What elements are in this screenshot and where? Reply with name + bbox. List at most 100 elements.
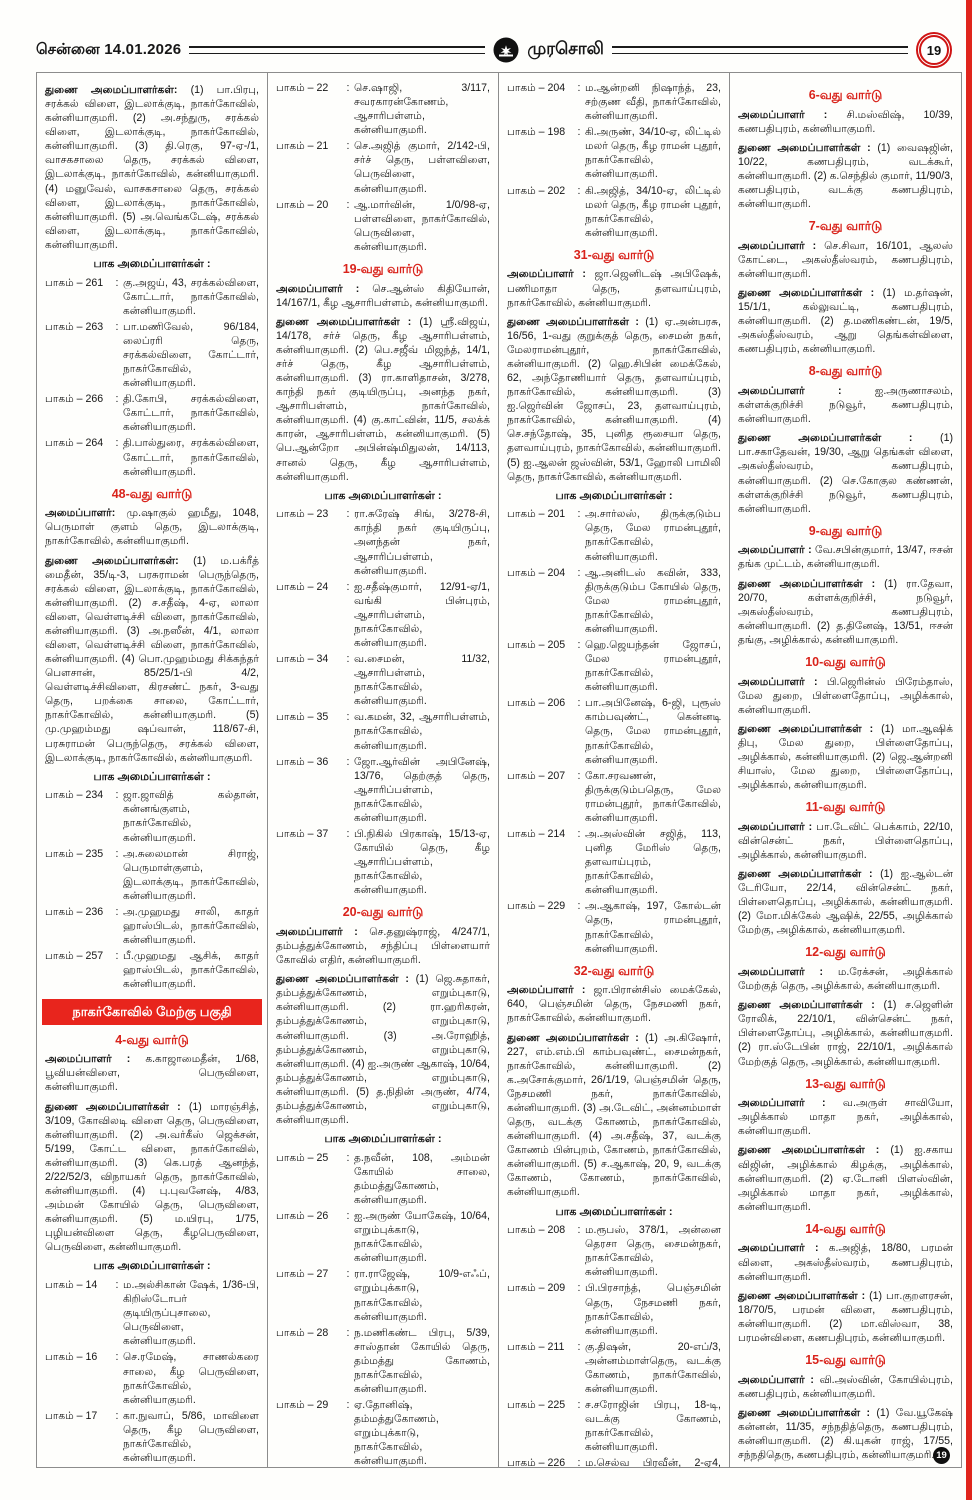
part-label: பாகம் – 202 — [507, 184, 566, 197]
paragraph-lead: அமைப்பாளர் : — [738, 1373, 820, 1386]
part-row: பாகம் – 206: பா.அபினேஷ், 6-ஜி, புரூஸ் காம… — [507, 696, 721, 766]
part-row: பாகம் – 204: ம.ஆன்றனி நிஷாந்த், 23, சற்கு… — [507, 81, 721, 123]
part-text: கு.திஷன், 20-எப்/3, அன்னம்மாள்தெரு, வடக்… — [585, 1340, 721, 1395]
part-label: பாகம் – 34 — [276, 653, 329, 666]
deputy-organizers-paragraph: துணை அமைப்பாளர்கள்: (1) பா.பிரபு, சரக்கல… — [45, 84, 259, 251]
part-colon: : — [577, 697, 581, 710]
part-row: பாகம் – 21: செ.அஜித் குமார், 2/142-பி, சர… — [276, 139, 490, 195]
part-text: பி.நிகில் பிரகாஷ், 15/13-ஏ, கோயில் தெரு,… — [354, 828, 490, 897]
paragraph-lead: துணை அமைப்பாளர்கள் : — [738, 141, 878, 154]
part-row: பாகம் – 264: தி.பால்துரை, சரக்கல்விளை, கோ… — [45, 436, 259, 478]
paragraph-lead: துணை அமைப்பாளர்கள் : — [276, 973, 416, 986]
part-colon: : — [577, 1282, 581, 1295]
ward-heading: 8-வது வார்டு — [808, 364, 883, 379]
part-text: பீ.முஹமது ஆசிக், காதர் ஹாஸ்பிடல், நாகர்க… — [123, 950, 259, 991]
part-colon: : — [115, 1351, 119, 1364]
part-label: பாகம் – 208 — [507, 1224, 566, 1237]
part-colon: : — [346, 580, 350, 593]
part-text: ம.ஆன்றனி நிஷாந்த், 23, சற்குண வீதி, நாகர… — [585, 82, 721, 123]
deputy-organizers-paragraph: துணை அமைப்பாளர்கள் : (1) ஐ.சகாய விஜின், … — [738, 1144, 953, 1213]
part-text: பா.அபினேஷ், 6-ஜி, புரூஸ் காம்பவுண்ட், கெ… — [585, 697, 721, 766]
part-colon: : — [346, 140, 350, 153]
part-label: பாகம் – 37 — [276, 828, 329, 840]
deputy-organizers-paragraph: துணை அமைப்பாளர்கள் : (1) ரா.தேவா, 20/70,… — [738, 577, 953, 646]
part-row: பாகம் – 236: அ.முஹமது சாலி, காதர் ஹாஸ்பிட… — [45, 905, 259, 947]
part-text: த.நவீன், 108, அம்மன் கோயில் சாலை, தம்மத்… — [354, 1151, 490, 1206]
organizer-paragraph: அமைப்பாளர் : செ.தனுஷ்ராஜ், 4/247/1, தம்ப… — [276, 926, 490, 967]
part-colon: : — [346, 508, 350, 521]
edition-date: சென்னை 14.01.2026 — [36, 40, 182, 58]
part-label: பாகம் – 209 — [507, 1282, 566, 1295]
ward-heading: 11-வது வார்டு — [805, 800, 886, 815]
organizer-paragraph: அமைப்பாளர் : ம.ரேக்சன், அழிக்கால் மேற்கு… — [738, 966, 953, 993]
part-label: பாகம் – 198 — [507, 126, 566, 139]
part-colon: : — [346, 711, 350, 724]
paragraph-lead: துணை அமைப்பாளர்கள்: — [45, 84, 191, 96]
part-text: ம.ரூபஸ், 378/1, அன்னை தெரசா தெரு, சைமன்ந… — [585, 1224, 721, 1279]
part-colon: : — [346, 755, 350, 768]
organizer-paragraph: அமைப்பாளர் : செ.ஆன்ஸ் கிதியோன், 14/167/1… — [276, 282, 490, 309]
part-colon: : — [577, 126, 581, 139]
part-organizers-subheading: பாக அமைப்பாளர்கள் : — [555, 489, 673, 502]
part-colon: : — [577, 900, 581, 913]
part-row: பாகம் – 22: செ.ஷாஜி, 3/117, சவரகாரன்கோணம்… — [276, 81, 490, 137]
part-row: பாகம் – 17: கா.நுவாப், 5/86, மாவிளை தெரு,… — [45, 1409, 259, 1465]
part-text: கு.அஜய், 43, சரக்கல்விளை, கோட்டார், நாகர… — [123, 276, 259, 317]
part-colon: : — [346, 1399, 350, 1412]
ward-heading: 12-வது வார்டு — [805, 945, 886, 960]
deputy-organizers-paragraph: துணை அமைப்பாளர்கள் : (1) ஐ.ஆல்டன் டேரியோ… — [738, 868, 954, 937]
part-row: பாகம் – 205: ஹெ.ஜெயந்தன் ஜோசப், மேல ராமன்… — [507, 638, 721, 694]
paragraph-lead: அமைப்பாளர் : — [738, 675, 827, 688]
ward-heading: 48-வது வார்டு — [111, 486, 193, 501]
part-text: பா.மணிவேல், 96/184, லைப்ரரி தெரு, சரக்கல… — [123, 320, 259, 390]
part-text: வ.சைமன், 11/32, ஆசாரிபள்ளம், நாகர்கோவில்… — [354, 653, 490, 708]
part-row: பாகம் – 204: ஆ.அனிடஸ் கவின், 333, திருக்க… — [507, 566, 721, 636]
part-colon: : — [577, 1457, 581, 1467]
part-row: பாகம் – 37: பி.நிகில் பிரகாஷ், 15/13-ஏ, க… — [276, 827, 490, 897]
part-text: வ.கமன், 32, ஆசாரிபள்ளம், நாகர்கோவில், கன… — [354, 711, 490, 752]
part-label: பாகம் – 234 — [45, 789, 104, 802]
column-4: 6-வது வார்டு அமைப்பாளர் : சி.மஸ்விஷ், 10/… — [730, 73, 961, 1467]
deputy-organizers-paragraph: துணை அமைப்பாளர்கள்: (1) ம.பக்ரீத் மைதீன்… — [45, 554, 259, 764]
part-label: பாகம் – 236 — [45, 905, 104, 918]
paragraph-lead: துணை அமைப்பாளர்கள் : — [738, 1406, 877, 1419]
part-row: பாகம் – 229: அ.ஆகாஷ், 197, கோல்டன் தெரு, … — [507, 899, 721, 955]
organizer-paragraph: அமைப்பாளர்: மு.ஷாகுல் ஹமீது, 1048, பெரும… — [45, 507, 259, 548]
part-colon: : — [115, 1409, 119, 1422]
paragraph-lead: அமைப்பாளர் : — [276, 282, 373, 295]
paragraph-lead: அமைப்பாளர் : — [738, 1097, 843, 1110]
organizer-paragraph: அமைப்பாளர் : வே.சபின்குமார், 13/47, ஈசன்… — [738, 544, 953, 571]
part-label: பாகம் – 235 — [45, 847, 104, 860]
part-colon: : — [115, 789, 119, 802]
part-label: பாகம் – 266 — [45, 393, 104, 406]
ward-heading: 31-வது வார்டு — [573, 247, 655, 262]
part-label: பாகம் – 205 — [507, 638, 566, 651]
part-text: செ.ரமேஷ், சாணல்கரை சாலை, கீழ பெருவிளை, ந… — [123, 1351, 259, 1406]
part-organizers-subheading: பாக அமைப்பாளர்கள் : — [93, 257, 211, 270]
part-label: பாகம் – 16 — [45, 1351, 98, 1364]
part-text: அ.முஹமது சாலி, காதர் ஹாஸ்பிடல், நாகர்கோவ… — [123, 905, 259, 947]
paragraph-lead: அமைப்பாளர் : — [45, 1053, 146, 1066]
part-label: பாகம் – 26 — [276, 1210, 329, 1223]
part-row: பாகம் – 209: பி.பிரசாந்த், பெஞ்சமின் தெரு… — [507, 1281, 721, 1337]
part-row: பாகம் – 257: பீ.முஹமது ஆசிக், காதர் ஹாஸ்ப… — [45, 949, 259, 991]
part-text: தி.கோபி, சரக்கல்விளை, கோட்டார், நாகர்கோவ… — [123, 393, 259, 434]
part-colon: : — [115, 950, 119, 963]
part-colon: : — [577, 1399, 581, 1412]
part-row: பாகம் – 27: ரா.ராஜேஷ், 10/9-எஃப், எறும்பு… — [276, 1267, 490, 1323]
part-label: பாகம் – 24 — [276, 580, 329, 593]
part-label: பாகம் – 27 — [276, 1268, 329, 1281]
part-text: செ.அஜித் குமார், 2/142-பி, சர்ச் தெரு, ப… — [354, 140, 490, 195]
part-row: பாகம் – 28: ந.மணிகண்ட பிரபு, 5/39, சாஸ்தா… — [276, 1326, 490, 1396]
deputy-organizers-paragraph: துணை அமைப்பாளர்கள் : (1) ம.தர்ஷன், 15/1/… — [738, 287, 953, 356]
part-colon: : — [577, 508, 581, 521]
part-organizers-subheading: பாக அமைப்பாளர்கள் : — [324, 1133, 442, 1146]
part-row: பாகம் – 261: கு.அஜய், 43, சரக்கல்விளை, கோ… — [45, 276, 259, 318]
part-text: கி.அருண், 34/10-ஏ, லிட்டில் மலர் தெரு, க… — [585, 126, 721, 181]
part-text: ஐ.அருண் யோகேஷ், 10/64, எறும்புக்காடு, நா… — [354, 1210, 490, 1265]
part-row: பாகம் – 208: ம.ரூபஸ், 378/1, அன்னை தெரசா … — [507, 1223, 721, 1279]
part-organizers-subheading: பாக அமைப்பாளர்கள் : — [93, 1260, 211, 1273]
paragraph-lead: அமைப்பாளர் : — [738, 1242, 829, 1255]
part-text: தி.பால்துரை, சரக்கல்விளை, கோட்டார், நாகர… — [123, 437, 259, 478]
column-1: துணை அமைப்பாளர்கள்: (1) பா.பிரபு, சரக்கல… — [37, 73, 268, 1467]
